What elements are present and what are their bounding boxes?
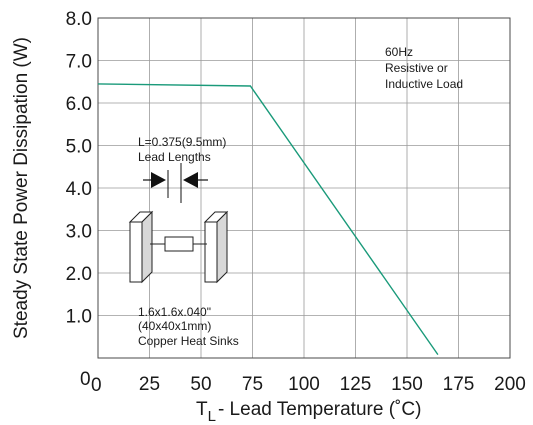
y-tick-labels: 1.0 2.0 3.0 4.0 5.0 6.0 7.0 8.0	[66, 9, 92, 328]
sink-note-line-2: (40x40x1mm)	[138, 319, 211, 333]
x-tick-labels: 25 50 75 100 125 150 175 200	[139, 374, 526, 395]
y-axis-title: Steady State Power Dissipation (W)	[11, 37, 32, 339]
y-tick-label: 7.0	[66, 52, 92, 73]
x-origin-label: 0	[91, 375, 102, 396]
x-tick-label: 125	[340, 374, 372, 395]
x-axis-title-subscript: L	[208, 408, 216, 425]
sink-note-line-1: 1.6x1.6x.040"	[138, 305, 211, 319]
lead-note-line-2: Lead Lengths	[138, 150, 211, 164]
x-tick-label: 75	[242, 374, 263, 395]
y-origin-label: 0	[80, 369, 91, 390]
heat-sink-annotation: 1.6x1.6x.040" (40x40x1mm) Copper Heat Si…	[138, 305, 239, 348]
x-tick-label: 150	[391, 374, 423, 395]
y-tick-label: 8.0	[66, 9, 92, 30]
sink-note-line-3: Copper Heat Sinks	[138, 334, 239, 348]
x-axis-title: TL - Lead Temperature (˚C)	[196, 399, 421, 425]
lead-length-annotation: L=0.375(9.5mm) Lead Lengths	[138, 135, 226, 203]
heat-sink-diagram-icon	[128, 210, 229, 284]
x-tick-label: 50	[190, 374, 211, 395]
lead-length-arrows-icon	[143, 163, 208, 203]
x-tick-label: 25	[139, 374, 160, 395]
x-axis-title-rest: - Lead Temperature (˚C)	[218, 399, 421, 420]
y-tick-label: 3.0	[66, 222, 92, 243]
y-tick-label: 2.0	[66, 264, 92, 285]
load-note-line-1: 60Hz	[385, 45, 413, 59]
y-tick-label: 6.0	[66, 94, 92, 115]
y-tick-label: 4.0	[66, 179, 92, 200]
x-tick-label: 175	[443, 374, 475, 395]
load-note-line-2: Resistive or	[385, 61, 448, 75]
x-tick-label: 100	[288, 374, 320, 395]
plot-frame	[97, 17, 511, 359]
series-layer	[97, 83, 439, 356]
y-tick-label: 1.0	[66, 307, 92, 328]
x-tick-label: 200	[494, 374, 526, 395]
y-tick-label: 5.0	[66, 137, 92, 158]
load-note-line-3: Inductive Load	[385, 77, 463, 91]
grid	[98, 18, 510, 358]
series-line-1	[97, 83, 439, 356]
load-annotation: 60Hz Resistive or Inductive Load	[385, 45, 463, 91]
lead-note-line-1: L=0.375(9.5mm)	[138, 135, 226, 149]
x-axis-title-main: T	[196, 399, 208, 420]
